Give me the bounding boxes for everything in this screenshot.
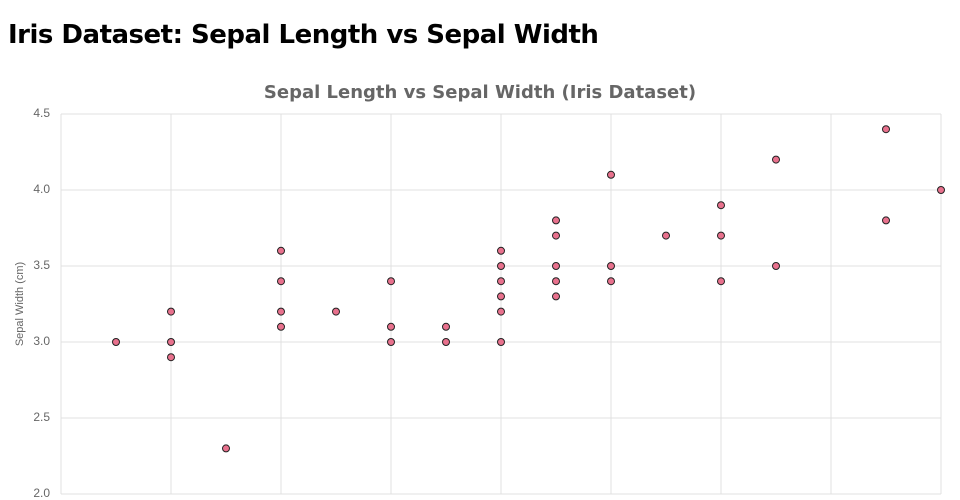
y-tick-label: 4.5: [33, 106, 50, 120]
point: [662, 231, 670, 240]
page-title: Iris Dataset: Sepal Length vs Sepal Widt…: [8, 20, 599, 50]
point: [277, 322, 285, 331]
point: [607, 170, 615, 179]
point: [772, 155, 780, 164]
point: [167, 338, 175, 346]
point: [717, 201, 725, 210]
point: [442, 322, 450, 331]
chart-title: Sepal Length vs Sepal Width (Iris Datase…: [264, 82, 696, 103]
point: [552, 292, 560, 301]
point: [497, 338, 505, 346]
point: [607, 277, 615, 286]
point: [772, 262, 780, 270]
point: [552, 231, 560, 240]
point: [167, 353, 175, 362]
point: [442, 338, 450, 346]
point: [607, 262, 615, 270]
y-tick-label: 4.0: [33, 182, 50, 196]
point: [937, 186, 945, 194]
point: [387, 277, 395, 286]
point: [277, 277, 285, 286]
y-tick-label: 2.0: [33, 486, 50, 500]
point: [497, 262, 505, 270]
point: [497, 292, 505, 301]
y-tick-label: 2.5: [33, 410, 50, 424]
point: [222, 444, 230, 453]
y-tick-label: 3.0: [33, 334, 50, 348]
point: [387, 322, 395, 331]
point: [552, 216, 560, 225]
point: [497, 277, 505, 286]
point: [882, 216, 890, 225]
point: [387, 338, 395, 346]
point: [552, 277, 560, 286]
point: [497, 307, 505, 316]
point: [332, 307, 340, 316]
point: [552, 262, 560, 270]
point: [717, 231, 725, 240]
point: [277, 246, 285, 255]
point: [167, 307, 175, 316]
point: [882, 125, 890, 134]
point: [717, 277, 725, 286]
y-axis-label: Sepal Width (cm): [14, 262, 26, 346]
point: [277, 307, 285, 316]
point: [112, 338, 120, 346]
point: [497, 246, 505, 255]
y-tick-label: 3.5: [33, 258, 50, 272]
